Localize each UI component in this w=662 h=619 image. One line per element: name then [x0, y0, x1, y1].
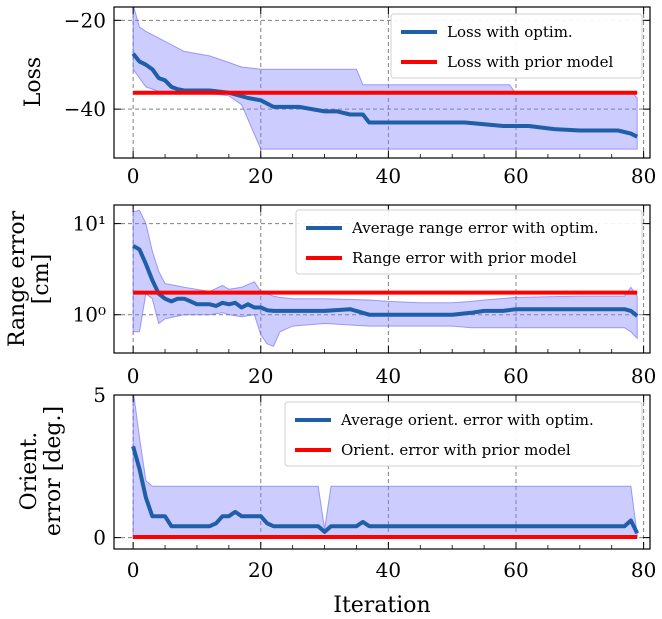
x-tick-label: 40: [376, 164, 401, 188]
y-tick-label: 5: [93, 383, 106, 407]
y-axis-label-line: [cm]: [29, 254, 54, 304]
y-axis-label-line: Range error: [5, 210, 30, 347]
y-axis-label-line: error [deg.]: [41, 406, 66, 536]
legend: Loss with optim. Loss with prior model: [390, 13, 643, 79]
legend-entry: Average orient. error with optim.: [340, 411, 594, 429]
chart-panel-2: 0 20 40 60 80 10¹ 10⁰ Range error [cm] Average ra…: [5, 204, 656, 388]
x-tick-label: 40: [376, 364, 401, 388]
x-tick-label: 80: [631, 364, 656, 388]
series-line-optim: [131, 52, 639, 139]
x-tick-label: 80: [631, 558, 656, 582]
legend-entry: Loss with optim.: [447, 23, 573, 41]
chart-panel-3: 0 20 40 60 80 0 5 Orient. error [deg.] Iteration A…: [17, 383, 656, 618]
series-line-optim: [132, 244, 639, 318]
x-tick-label: 60: [503, 558, 528, 582]
legend-entry: Average range error with optim.: [351, 219, 599, 237]
y-tick-label: 0: [93, 526, 106, 550]
x-tick-label: 20: [248, 558, 273, 582]
axes-frame: [113, 394, 651, 550]
y-axis-label: Loss: [21, 57, 46, 107]
x-tick-label: 40: [376, 558, 401, 582]
x-axis-label: Iteration: [333, 593, 430, 618]
x-tick-label: 0: [127, 558, 140, 582]
x-tick-label: 60: [503, 164, 528, 188]
y-axis-label-line: Orient.: [17, 432, 42, 511]
x-tick-label: 0: [127, 364, 140, 388]
legend: Average orient. error with optim. Orient.…: [284, 401, 643, 467]
y-tick-label: 10⁰: [73, 303, 106, 327]
legend: Average range error with optim. Range err…: [295, 209, 643, 275]
x-tick-label: 0: [127, 164, 140, 188]
legend-box: [284, 401, 643, 467]
confidence-band: [132, 7, 638, 150]
legend-entry: Orient. error with prior model: [341, 441, 571, 459]
confidence-band: [132, 209, 638, 347]
y-tick-label: −20: [64, 8, 106, 32]
x-tick-label: 20: [248, 364, 273, 388]
y-tick-label: 10¹: [73, 212, 106, 236]
legend-entry: Loss with prior model: [447, 53, 614, 71]
legend-box: [295, 209, 643, 275]
axes-frame: [113, 204, 651, 354]
x-tick-label: 20: [248, 164, 273, 188]
x-tick-label: 80: [631, 164, 656, 188]
legend-entry: Range error with prior model: [352, 249, 577, 267]
x-tick-label: 60: [503, 364, 528, 388]
axes-frame: [113, 6, 651, 159]
y-tick-label: −40: [64, 97, 106, 121]
series-line-optim: [131, 445, 639, 535]
legend-box: [390, 13, 643, 79]
